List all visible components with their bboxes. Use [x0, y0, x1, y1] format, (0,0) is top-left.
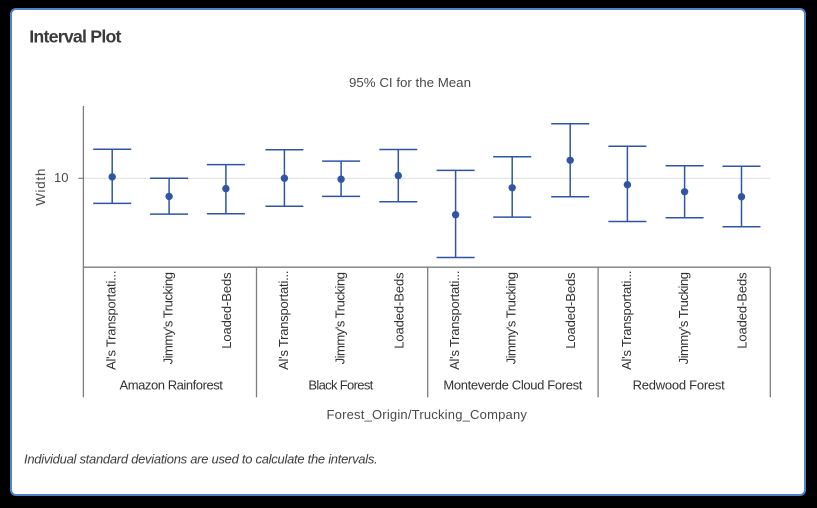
- svg-text:Al's Transportati...: Al's Transportati...: [276, 271, 291, 370]
- svg-text:Loaded-Beds: Loaded-Beds: [391, 272, 406, 349]
- svg-text:Loaded-Beds: Loaded-Beds: [735, 272, 750, 349]
- svg-text:Jimmy's Trucking: Jimmy's Trucking: [161, 272, 176, 364]
- svg-text:Jimmy's Trucking: Jimmy's Trucking: [504, 272, 519, 364]
- svg-text:Jimmy's Trucking: Jimmy's Trucking: [676, 272, 691, 364]
- svg-text:Monteverde Cloud Forest: Monteverde Cloud Forest: [443, 378, 582, 393]
- svg-text:Interval Plot: Interval Plot: [29, 26, 121, 46]
- svg-text:Jimmy's Trucking: Jimmy's Trucking: [333, 272, 348, 364]
- svg-text:Black Forest: Black Forest: [308, 378, 373, 393]
- svg-text:Redwood Forest: Redwood Forest: [633, 378, 726, 393]
- svg-text:Al's Transportati...: Al's Transportati...: [619, 271, 634, 370]
- svg-text:Forest_Origin/Trucking_Company: Forest_Origin/Trucking_Company: [327, 407, 528, 422]
- svg-text:Loaded-Beds: Loaded-Beds: [563, 272, 578, 349]
- svg-text:Al's Transportati...: Al's Transportati...: [447, 271, 462, 370]
- svg-text:Al's Transportati...: Al's Transportati...: [104, 271, 119, 370]
- svg-text:Width: Width: [33, 168, 48, 206]
- svg-text:Loaded-Beds: Loaded-Beds: [219, 272, 234, 349]
- svg-text:Amazon Rainforest: Amazon Rainforest: [120, 378, 224, 393]
- svg-text:Individual standard deviations: Individual standard deviations are used …: [24, 452, 377, 467]
- svg-text:95% CI for the Mean: 95% CI for the Mean: [349, 75, 471, 90]
- svg-text:10: 10: [54, 170, 68, 185]
